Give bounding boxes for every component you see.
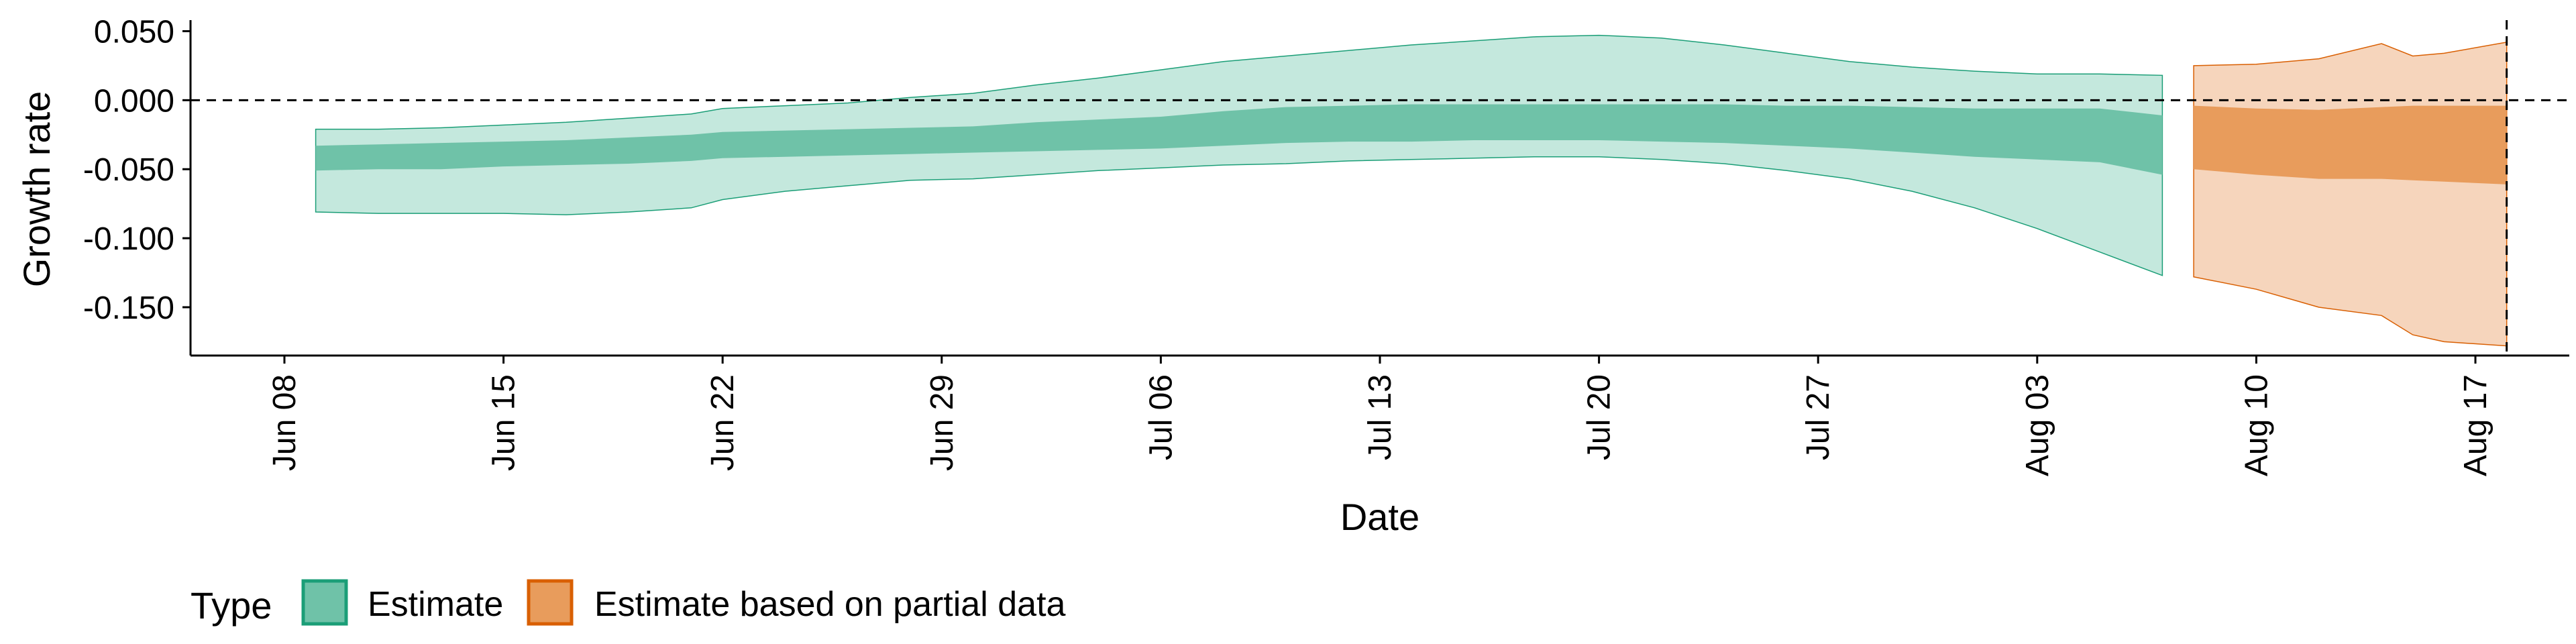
x-tick-label: Jul 27 (1801, 374, 1836, 460)
legend-key-estimate (301, 579, 348, 626)
legend-label-partial: Estimate based on partial data (594, 585, 1066, 624)
x-tick-label: Jun 29 (924, 374, 960, 471)
x-tick-label: Jul 06 (1143, 374, 1179, 460)
x-tick-label: Jun 08 (267, 374, 303, 471)
y-tick-label: 0.050 (94, 14, 174, 50)
x-tick-label: Jun 15 (486, 374, 522, 471)
band-50-series-0 (315, 104, 2163, 175)
y-tick-label: 0.000 (94, 83, 174, 119)
y-tick-label: -0.100 (83, 221, 174, 257)
band-50-series-1 (2194, 105, 2507, 184)
x-tick-label: Jul 20 (1582, 374, 1617, 460)
x-tick-label: Aug 17 (2458, 374, 2493, 476)
y-tick-label: -0.050 (83, 152, 174, 188)
y-ticks: 0.050 0.000 -0.050 -0.100 -0.150 (83, 14, 191, 326)
band-90-series-0 (315, 34, 2163, 276)
x-ticks: Jun 08 Jun 15 Jun 22 Jun 29 Jul 06 Jul 13 Jul … (267, 356, 2493, 476)
y-axis-title: Growth rate (15, 91, 58, 288)
y-tick-label: -0.150 (83, 290, 174, 326)
reference-lines (191, 20, 2569, 356)
x-tick-label: Aug 03 (2020, 374, 2055, 476)
x-tick-label: Aug 10 (2239, 374, 2274, 476)
legend-label-estimate: Estimate (368, 585, 503, 624)
x-axis-title: Date (1340, 496, 1419, 538)
legend-title: Type (191, 584, 272, 627)
legend-key-partial (527, 579, 574, 626)
x-tick-label: Jul 13 (1362, 374, 1398, 460)
plot-area (315, 34, 2508, 347)
legend: Type Estimate Estimate based on partial … (191, 579, 1066, 627)
band-90-series-1 (2193, 42, 2508, 347)
x-tick-label: Jun 22 (705, 374, 741, 471)
